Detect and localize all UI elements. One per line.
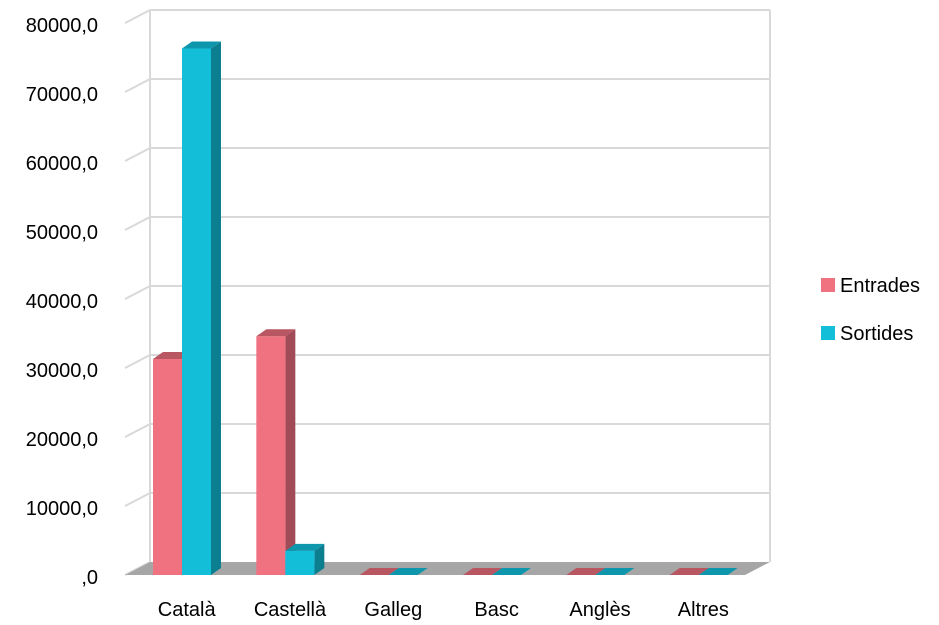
bar-top xyxy=(669,568,709,575)
bar-sortides-altres xyxy=(698,568,738,575)
gridline xyxy=(124,423,770,438)
legend-swatch xyxy=(821,326,835,340)
x-tick-label: Castellà xyxy=(254,599,327,621)
gridline xyxy=(124,9,770,24)
bar-front xyxy=(153,359,182,575)
bar-top xyxy=(463,568,502,575)
x-tick-label: Altres xyxy=(678,599,729,621)
bar-top xyxy=(595,568,635,575)
bar-side xyxy=(211,41,221,575)
bar-front xyxy=(256,336,286,575)
gridline xyxy=(124,492,770,507)
bar-entrades-basc xyxy=(463,568,502,575)
gridline xyxy=(124,285,770,300)
x-tick-label: Basc xyxy=(474,599,518,621)
bar-top xyxy=(492,568,531,575)
bar-side xyxy=(314,543,325,575)
legend-item-sortides: Sortides xyxy=(821,323,913,345)
bar-top xyxy=(182,41,221,49)
y-tick-label: 10000,0 xyxy=(26,498,98,520)
gridlines xyxy=(124,9,770,507)
bar-sortides-galleg xyxy=(388,568,428,575)
chart-walls xyxy=(124,10,771,576)
bar-entrades-angles xyxy=(566,568,606,575)
gridline xyxy=(124,147,770,162)
y-tick-label: 20000,0 xyxy=(26,429,98,451)
bar-sortides-angles xyxy=(595,568,635,575)
legend-swatch xyxy=(821,278,835,292)
x-tick-label: Anglès xyxy=(569,599,630,621)
bar-side xyxy=(285,329,296,575)
x-tick-label: Galleg xyxy=(364,599,422,621)
bar-entrades-altres xyxy=(669,568,709,575)
bars xyxy=(153,41,738,575)
bar-top xyxy=(256,329,296,337)
bar-front xyxy=(182,48,211,575)
bar-top xyxy=(359,568,399,575)
x-tick-label: Català xyxy=(158,599,217,621)
legend-item-entrades: Entrades xyxy=(821,275,920,297)
y-tick-label: 80000,0 xyxy=(26,15,98,37)
y-tick-label: 40000,0 xyxy=(26,291,98,313)
gridline xyxy=(124,216,770,231)
bar-top xyxy=(388,568,428,575)
y-axis-ticks: ,0 10000,0 20000,0 30000,0 40000,0 50000,0 600… xyxy=(26,15,98,589)
bar-sortides-castella xyxy=(285,543,325,575)
bar-entrades-castella xyxy=(256,329,296,575)
legend-label: Sortides xyxy=(840,323,913,345)
bar-top xyxy=(698,568,738,575)
bar-top xyxy=(566,568,606,575)
bar-front xyxy=(285,550,315,575)
y-tick-label: 30000,0 xyxy=(26,360,98,382)
gridline xyxy=(124,354,770,369)
bar-sortides-catala xyxy=(182,41,221,575)
legend: Entrades Sortides xyxy=(821,275,920,345)
bar-entrades-galleg xyxy=(359,568,399,575)
gridline xyxy=(124,78,770,93)
y-tick-label: 60000,0 xyxy=(26,153,98,175)
y-tick-label: 50000,0 xyxy=(26,222,98,244)
x-axis-ticks: Català Castellà Galleg Basc Anglès Altres xyxy=(158,599,729,621)
bar-top xyxy=(285,543,325,551)
legend-label: Entrades xyxy=(840,275,920,297)
y-tick-label: 70000,0 xyxy=(26,84,98,106)
bar-sortides-basc xyxy=(492,568,531,575)
y-tick-label: ,0 xyxy=(81,567,98,589)
